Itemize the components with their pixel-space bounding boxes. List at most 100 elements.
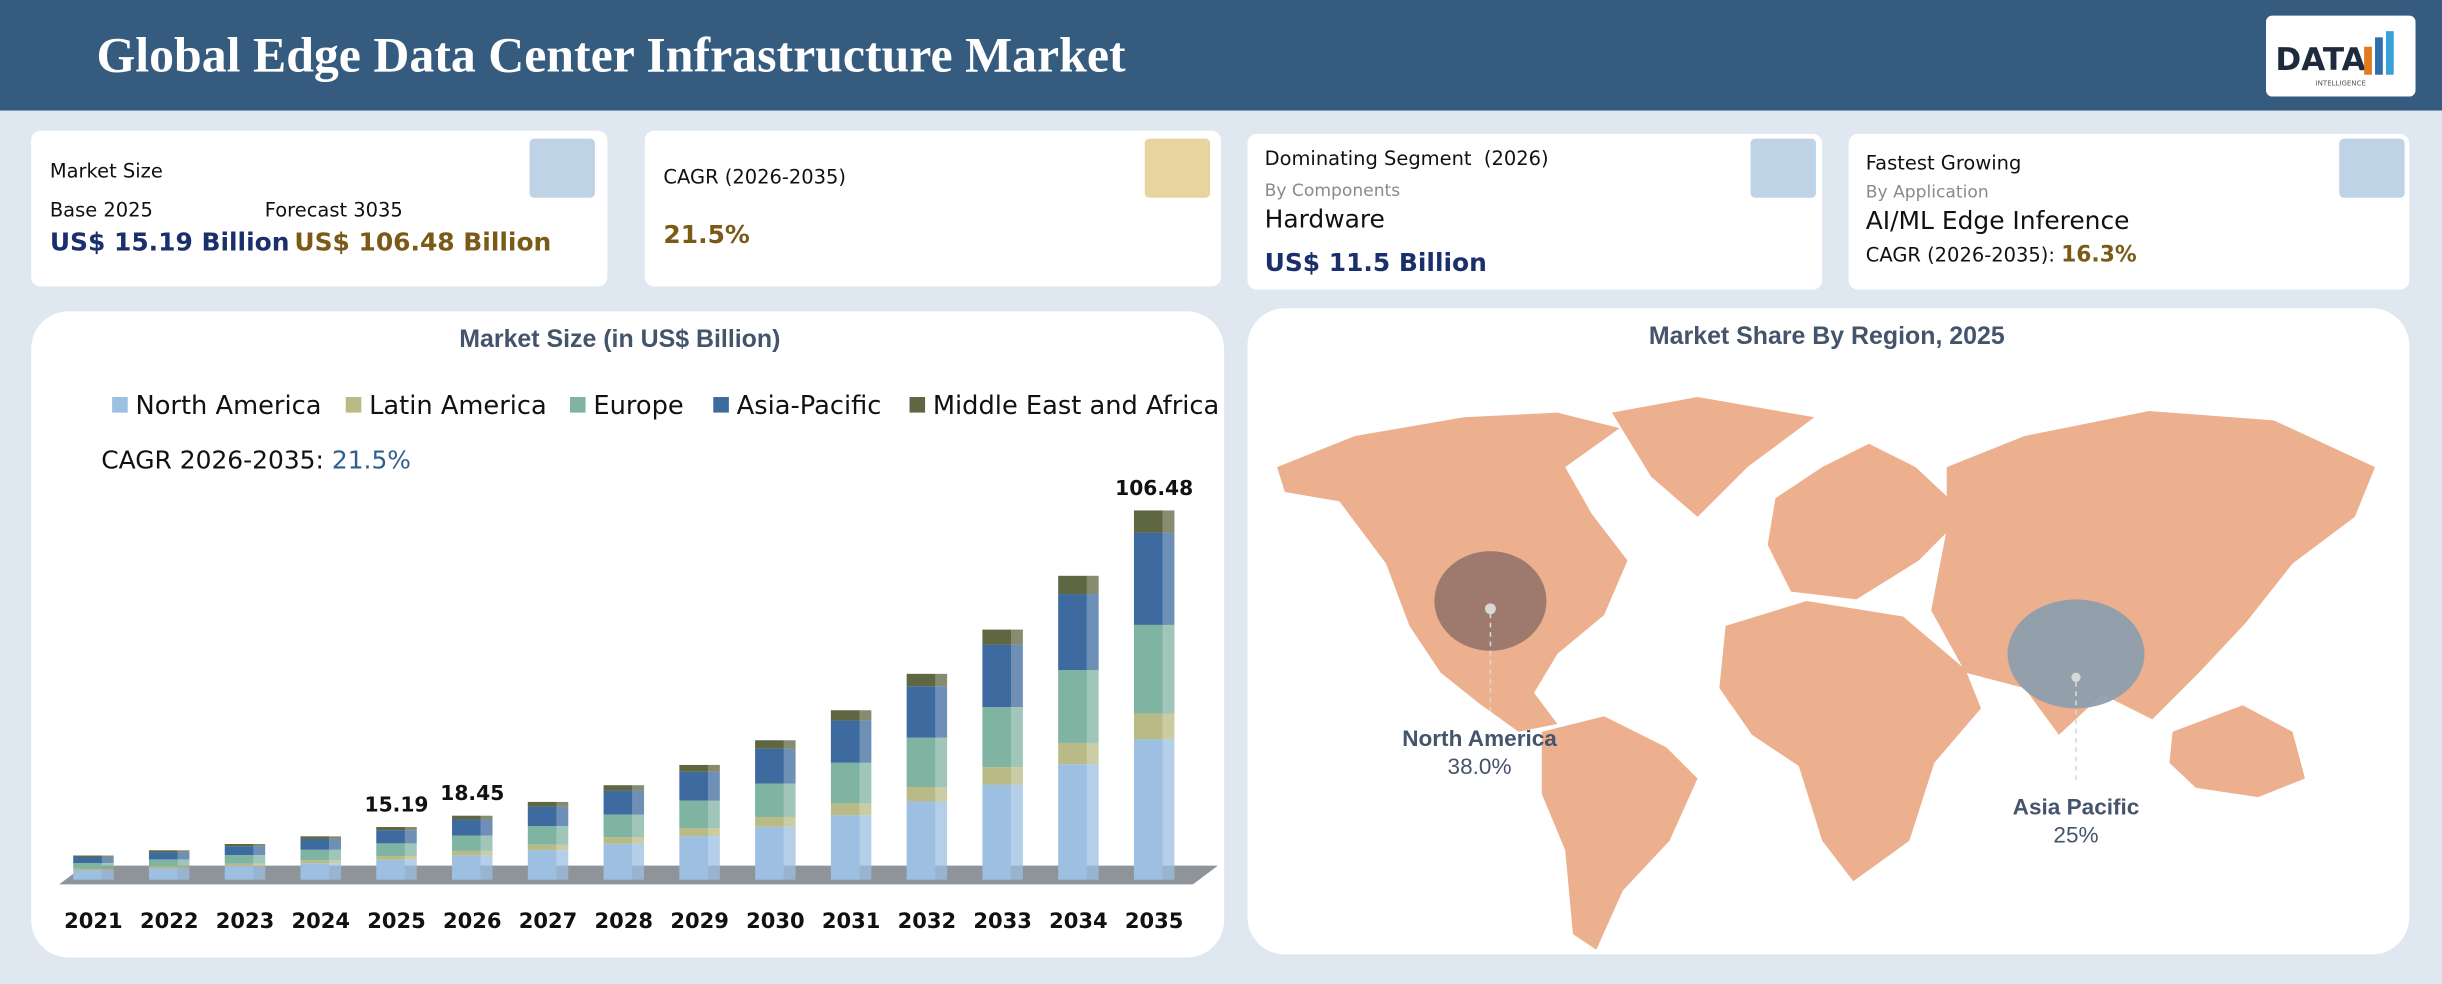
bar-segment xyxy=(603,814,645,838)
bar-segment xyxy=(1058,742,1099,765)
x-tick-label: 2022 xyxy=(140,908,199,933)
card-label: Forecast 3035 xyxy=(265,198,403,221)
region-share: 25% xyxy=(2053,822,2098,847)
bar-segment xyxy=(376,855,417,860)
bar-segment xyxy=(452,815,493,820)
legend-label: Latin America xyxy=(369,391,547,421)
x-tick-label: 2034 xyxy=(1049,908,1108,933)
card-title: CAGR (2026-2035) xyxy=(663,166,846,189)
card-title: Fastest Growing xyxy=(1866,152,2022,175)
x-tick-label: 2021 xyxy=(64,908,123,933)
logo-tagline: INTELLIGENCE xyxy=(2316,80,2366,88)
bar-segment xyxy=(452,855,493,880)
legend-label: Middle East and Africa xyxy=(933,391,1219,421)
bar-segment xyxy=(679,800,720,829)
card-value: US$ 15.19 Billion xyxy=(50,228,290,257)
bar-segment xyxy=(527,806,569,827)
bar-segment xyxy=(1058,764,1099,880)
bar-segment xyxy=(1058,575,1099,595)
card: Market Size Base 2025 Forecast 3035 US$ … xyxy=(31,130,608,287)
bar-segment xyxy=(982,707,1023,768)
bar-segment xyxy=(300,860,341,864)
bar-segment xyxy=(527,850,569,880)
bar-segment xyxy=(1133,532,1175,625)
card-title: Dominating Segment (2026) xyxy=(1265,147,1549,170)
cagr-value: 21.5% xyxy=(332,446,411,475)
bar-segment xyxy=(755,740,796,749)
bar-segment xyxy=(376,827,417,831)
bar-segment xyxy=(300,838,341,850)
bar-segment xyxy=(1133,624,1175,714)
card-value: US$ 106.48 Billion xyxy=(294,228,551,257)
region-name: North America xyxy=(1402,726,1557,751)
bar-segment xyxy=(603,843,645,880)
bar-segment xyxy=(755,826,796,880)
card-cagr: CAGR (2026-2035): 16.3% xyxy=(1866,243,2137,268)
bar-segment xyxy=(755,748,796,784)
bar-segment xyxy=(148,852,190,860)
header-title: Global Edge Data Center Infrastructure M… xyxy=(97,28,1126,83)
bar-segment xyxy=(73,870,114,880)
legend-swatch xyxy=(909,397,926,413)
bar-segment xyxy=(830,815,872,880)
bar-segment xyxy=(982,644,1023,708)
card-segment: Hardware xyxy=(1265,204,1385,233)
bar-segment xyxy=(906,787,948,802)
bar-segment xyxy=(982,784,1023,880)
bar-segment xyxy=(906,737,948,788)
bar-segment xyxy=(527,801,569,807)
bar-segment xyxy=(300,836,341,839)
bar-segment xyxy=(148,866,190,869)
x-tick-label: 2030 xyxy=(746,908,805,933)
header-bar xyxy=(0,0,2442,111)
bar-segment xyxy=(148,868,190,880)
bar-segment xyxy=(603,785,645,791)
logo-icon xyxy=(2364,31,2394,75)
bar-segment xyxy=(527,844,569,851)
legend-swatch xyxy=(112,397,128,413)
map-title: Market Share By Region, 2025 xyxy=(1649,322,2005,350)
bar-segment xyxy=(755,783,796,817)
total-label: 18.45 xyxy=(440,781,504,805)
bar-segment xyxy=(73,868,114,871)
bar-segment xyxy=(679,836,720,880)
card-value: US$ 11.5 Billion xyxy=(1265,248,1487,277)
bar-segment xyxy=(148,859,190,867)
bar-segment xyxy=(300,849,341,861)
total-label: 106.48 xyxy=(1115,476,1193,500)
bar-segment xyxy=(906,801,948,880)
x-tick-label: 2033 xyxy=(973,908,1032,933)
bar-segment xyxy=(830,762,872,804)
bar-segment xyxy=(603,790,645,815)
bar-segment xyxy=(679,764,720,772)
x-tick-label: 2028 xyxy=(595,908,654,933)
bar-segment xyxy=(906,673,948,687)
bar-segment xyxy=(73,863,114,869)
x-tick-label: 2035 xyxy=(1125,908,1184,933)
bar-segment xyxy=(1133,739,1175,880)
bar-segment xyxy=(224,863,266,867)
legend-label: North America xyxy=(135,391,321,421)
bar-segment xyxy=(452,819,493,836)
legend-swatch xyxy=(345,397,362,413)
bar-segment xyxy=(982,767,1023,785)
x-tick-label: 2024 xyxy=(291,908,350,933)
region-marker xyxy=(1434,551,2145,782)
card-value: 21.5% xyxy=(663,220,749,249)
bar-segment xyxy=(1058,594,1099,671)
legend-swatch xyxy=(713,397,729,413)
bar-segment xyxy=(1133,510,1175,533)
card: CAGR (2026-2035) 21.5% xyxy=(644,130,1221,287)
x-tick-label: 2031 xyxy=(822,908,881,933)
bar-segment xyxy=(830,710,872,721)
bar-chart: North America Latin America Europe Asia-Pac… xyxy=(64,391,1219,933)
bar-segment xyxy=(376,859,417,880)
bar-segment xyxy=(679,771,720,801)
legend-label: Europe xyxy=(593,391,683,421)
bar-segment xyxy=(982,629,1023,645)
card-subtitle: By Application xyxy=(1866,183,1989,203)
bar-segment xyxy=(376,830,417,844)
bar-segment xyxy=(830,720,872,763)
bar-segment xyxy=(300,863,341,880)
